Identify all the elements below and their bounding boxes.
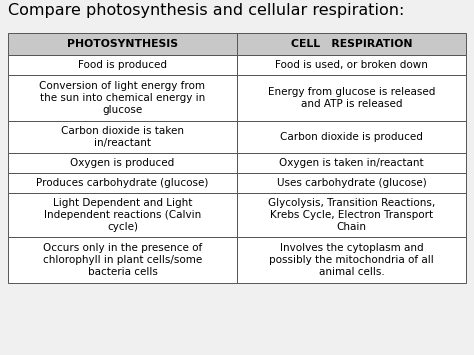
Text: Involves the cytoplasm and
possibly the mitochondria of all
animal cells.: Involves the cytoplasm and possibly the … xyxy=(269,242,434,277)
Bar xyxy=(8,153,237,173)
Text: Oxygen is taken in/reactant: Oxygen is taken in/reactant xyxy=(279,158,424,168)
Bar xyxy=(237,33,466,55)
Text: Food is used, or broken down: Food is used, or broken down xyxy=(275,60,428,70)
Bar xyxy=(8,55,237,75)
Bar xyxy=(237,75,466,121)
Text: Produces carbohydrate (glucose): Produces carbohydrate (glucose) xyxy=(36,178,209,188)
Text: Oxygen is produced: Oxygen is produced xyxy=(70,158,174,168)
Bar xyxy=(237,193,466,237)
Text: PHOTOSYNTHESIS: PHOTOSYNTHESIS xyxy=(67,39,178,49)
Bar xyxy=(237,55,466,75)
Bar xyxy=(8,33,237,55)
Bar xyxy=(8,75,237,121)
Text: Carbon dioxide is taken
in/reactant: Carbon dioxide is taken in/reactant xyxy=(61,126,184,148)
Text: Compare photosynthesis and cellular respiration:: Compare photosynthesis and cellular resp… xyxy=(8,3,404,18)
Text: Uses carbohydrate (glucose): Uses carbohydrate (glucose) xyxy=(277,178,427,188)
Bar xyxy=(8,193,237,237)
Text: Food is produced: Food is produced xyxy=(78,60,167,70)
Text: Light Dependent and Light
Independent reactions (Calvin
cycle): Light Dependent and Light Independent re… xyxy=(44,198,201,233)
Bar xyxy=(8,237,237,283)
Text: Conversion of light energy from
the sun into chemical energy in
glucose: Conversion of light energy from the sun … xyxy=(39,81,206,115)
Bar xyxy=(8,173,237,193)
Text: CELL   RESPIRATION: CELL RESPIRATION xyxy=(291,39,412,49)
Text: Occurs only in the presence of
chlorophyll in plant cells/some
bacteria cells: Occurs only in the presence of chlorophy… xyxy=(43,242,202,277)
Bar xyxy=(237,237,466,283)
Bar xyxy=(237,153,466,173)
Bar xyxy=(237,173,466,193)
Bar xyxy=(237,121,466,153)
Text: Energy from glucose is released
and ATP is released: Energy from glucose is released and ATP … xyxy=(268,87,435,109)
Bar xyxy=(8,121,237,153)
Text: Carbon dioxide is produced: Carbon dioxide is produced xyxy=(280,132,423,142)
Text: Glycolysis, Transition Reactions,
Krebs Cycle, Electron Transport
Chain: Glycolysis, Transition Reactions, Krebs … xyxy=(268,198,435,233)
